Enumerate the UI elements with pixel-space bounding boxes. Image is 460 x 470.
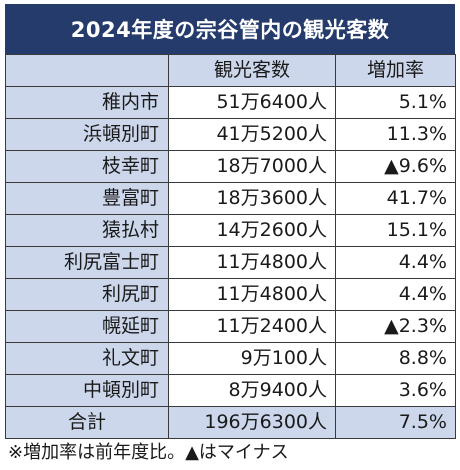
visitor-table: 観光客数 増加率 稚内市 51万6400人 5.1% 浜頓別町 41万5200人… — [5, 54, 456, 439]
table-row: 利尻町 11万4800人 4.4% — [5, 278, 456, 311]
table-row: 猿払村 14万2600人 15.1% — [5, 214, 456, 247]
municipality-cell: 浜頓別町 — [5, 118, 169, 151]
visitors-cell: 11万2400人 — [168, 310, 336, 343]
header-municipality — [5, 54, 169, 87]
visitors-cell: 51万6400人 — [168, 86, 336, 119]
visitors-cell: 9万100人 — [168, 342, 336, 375]
municipality-cell: 中頓別町 — [5, 374, 169, 407]
table-body: 稚内市 51万6400人 5.1% 浜頓別町 41万5200人 11.3% 枝幸… — [5, 86, 456, 439]
municipality-cell: 猿払村 — [5, 214, 169, 247]
growth-cell: 4.4% — [335, 246, 456, 279]
footnote: ※増加率は前年度比。▲はマイナス — [8, 442, 289, 463]
municipality-cell: 幌延町 — [5, 310, 169, 343]
visitors-cell: 18万7000人 — [168, 150, 336, 183]
growth-cell: 41.7% — [335, 182, 456, 215]
growth-cell: 11.3% — [335, 118, 456, 151]
header-growth: 増加率 — [335, 54, 456, 87]
table-row: 礼文町 9万100人 8.8% — [5, 342, 456, 375]
total-label: 合計 — [5, 406, 169, 439]
table-row: 稚内市 51万6400人 5.1% — [5, 86, 456, 119]
header-visitors: 観光客数 — [168, 54, 336, 87]
table-row: 豊富町 18万3600人 41.7% — [5, 182, 456, 215]
visitors-cell: 11万4800人 — [168, 246, 336, 279]
total-visitors: 196万6300人 — [168, 406, 336, 439]
visitors-cell: 11万4800人 — [168, 278, 336, 311]
visitors-cell: 8万9400人 — [168, 374, 336, 407]
table-row: 枝幸町 18万7000人 ▲9.6% — [5, 150, 456, 183]
municipality-cell: 豊富町 — [5, 182, 169, 215]
visitors-cell: 14万2600人 — [168, 214, 336, 247]
table-row: 中頓別町 8万9400人 3.6% — [5, 374, 456, 407]
total-growth: 7.5% — [335, 406, 456, 439]
municipality-cell: 利尻富士町 — [5, 246, 169, 279]
header-row: 観光客数 増加率 — [5, 54, 456, 87]
growth-cell: 15.1% — [335, 214, 456, 247]
visitors-cell: 41万5200人 — [168, 118, 336, 151]
table-row: 利尻富士町 11万4800人 4.4% — [5, 246, 456, 279]
municipality-cell: 稚内市 — [5, 86, 169, 119]
growth-cell: 4.4% — [335, 278, 456, 311]
growth-cell: ▲2.3% — [335, 310, 456, 343]
growth-cell: 8.8% — [335, 342, 456, 375]
growth-cell: ▲9.6% — [335, 150, 456, 183]
municipality-cell: 枝幸町 — [5, 150, 169, 183]
visitors-cell: 18万3600人 — [168, 182, 336, 215]
municipality-cell: 礼文町 — [5, 342, 169, 375]
municipality-cell: 利尻町 — [5, 278, 169, 311]
table-row: 幌延町 11万2400人 ▲2.3% — [5, 310, 456, 343]
total-row: 合計 196万6300人 7.5% — [5, 406, 456, 439]
growth-cell: 3.6% — [335, 374, 456, 407]
table-title: 2024年度の宗谷管内の観光客数 — [5, 4, 455, 54]
table-header: 観光客数 増加率 — [5, 54, 456, 87]
table-row: 浜頓別町 41万5200人 11.3% — [5, 118, 456, 151]
growth-cell: 5.1% — [335, 86, 456, 119]
